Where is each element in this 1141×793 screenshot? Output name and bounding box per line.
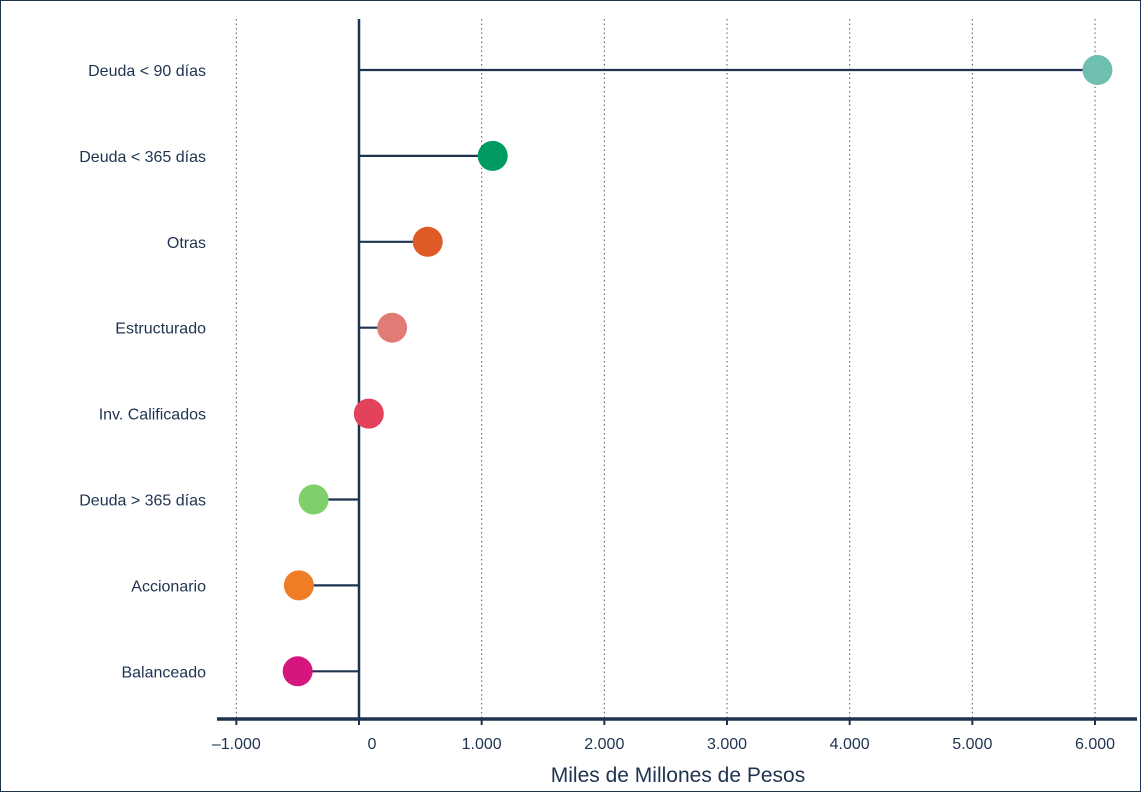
x-tick-label: 2.000 [584,736,624,753]
category-label: Estructurado [115,321,206,338]
data-point [1082,55,1113,85]
x-tick-label: 4.000 [830,736,870,753]
x-tick-label: 5.000 [952,736,992,753]
data-point [477,140,508,171]
x-tick-label: 0 [368,736,377,753]
category-label: Balanceado [121,664,206,681]
x-tick-label: 6.000 [1075,736,1115,753]
data-point [353,398,384,429]
data-point [377,312,408,343]
data-point [283,570,314,601]
data-point [282,656,313,687]
category-label: Deuda < 365 días [79,149,206,166]
x-tick-labels: –1.000 0 1.000 2.000 3.000 4.000 5.000 6.000 [212,736,1115,753]
category-label: Accionario [131,578,206,595]
lollipop-dots [282,55,1113,687]
data-point [298,484,329,515]
category-label: Inv. Calificados [99,407,206,424]
category-label: Deuda > 365 días [79,493,206,510]
data-point [412,226,443,257]
x-tick-label: –1.000 [212,736,261,753]
category-labels: Deuda < 90 días Deuda < 365 días Otras Estr… [79,63,206,681]
x-axis-title: Miles de Millones de Pesos [551,764,805,787]
axes [217,19,1137,725]
lollipop-stems [297,68,1098,673]
x-tick-label: 1.000 [462,736,502,753]
category-label: Deuda < 90 días [88,63,206,80]
x-tick-label: 3.000 [707,736,747,753]
grid-lines [235,19,1096,719]
category-label: Otras [167,235,206,252]
